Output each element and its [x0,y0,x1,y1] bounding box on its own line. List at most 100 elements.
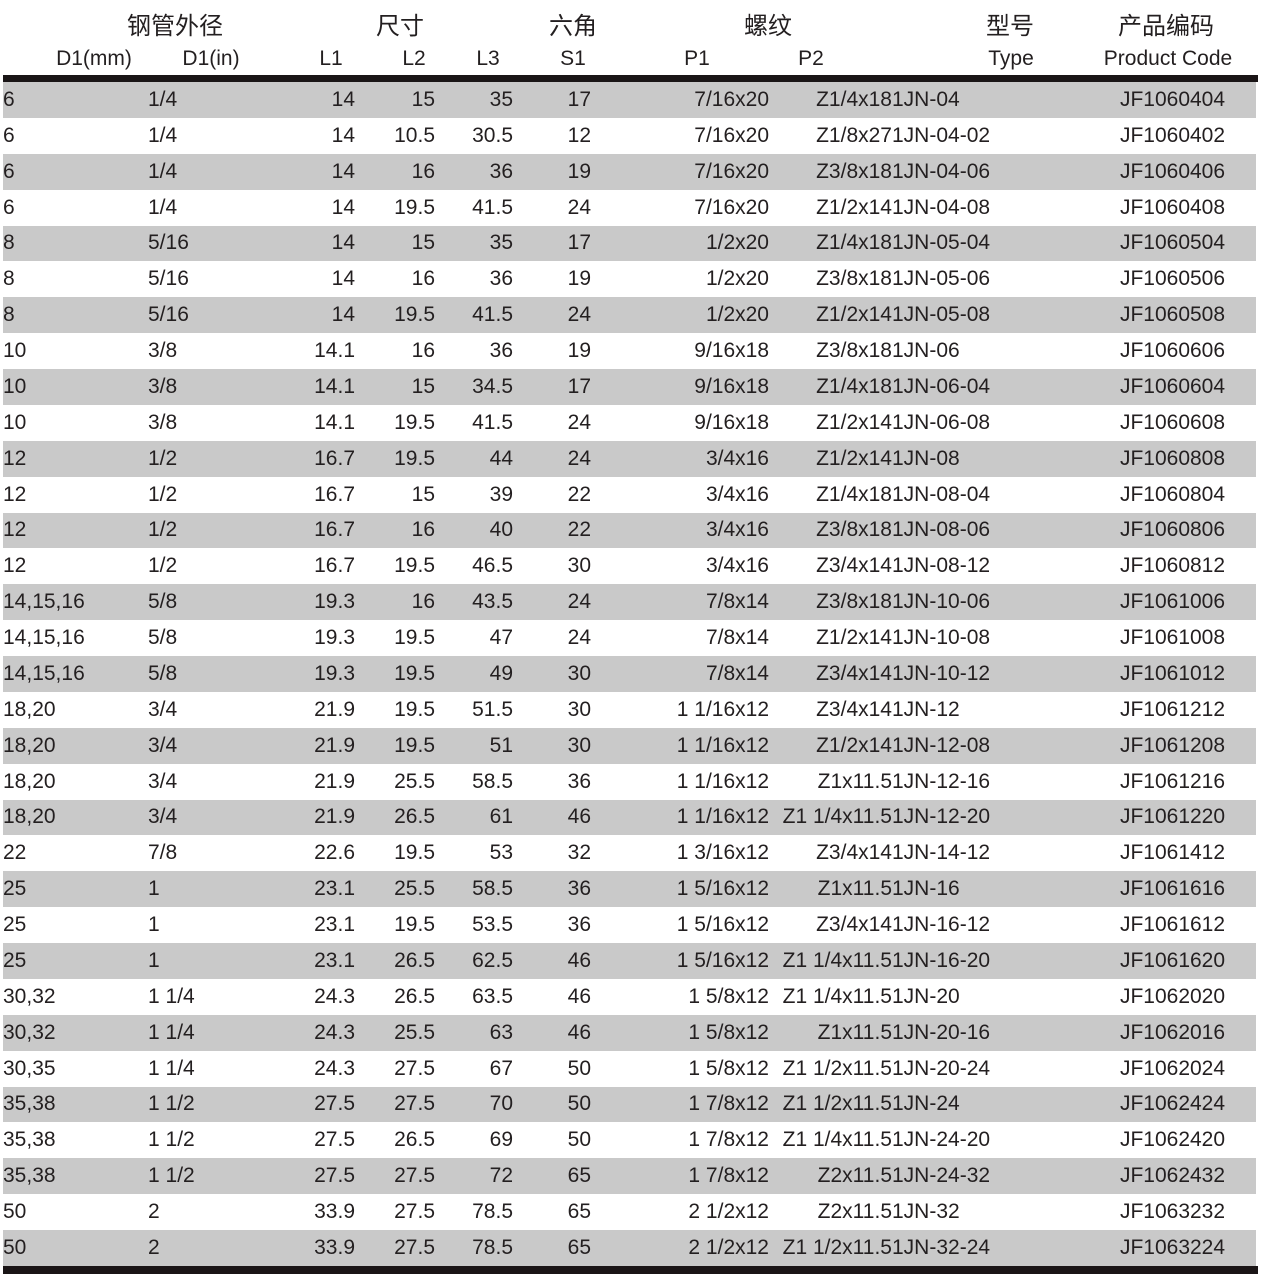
cell-s1: 24 [567,626,591,650]
cell-p1: 7/16x20 [694,123,769,147]
cell-l2: 16 [411,590,435,614]
cell-s1: 24 [567,303,591,327]
cell-product-code: JF1060504 [1119,231,1226,255]
cell-l2: 16 [411,159,435,183]
cell-l3: 62.5 [472,948,513,972]
cell-d1-in: 1 1/4 [148,1020,195,1044]
cell-d1-mm: 30,35 [3,1056,56,1080]
cell-d1-in: 1 1/2 [148,1164,195,1188]
cell-p1: 1 5/8x12 [688,1056,769,1080]
cell-s1: 24 [567,590,591,614]
cell-p1: 1 1/16x12 [676,769,769,793]
cell-l2: 10.5 [394,123,435,147]
cell-type: 1JN-20 [892,984,960,1008]
cell-l3: 36 [489,159,513,183]
table-row: 30,32 1 1/4 24.3 25.5 63 46 1 5/8x12 Z1x11.5 1JN… [3,1014,1256,1051]
cell-d1-mm: 22 [3,841,27,865]
cell-d1-in: 3/4 [148,769,178,793]
cell-p1: 1 7/8x12 [688,1128,769,1152]
table-row: 25 1 23.1 25.5 58.5 36 1 5/16x12 Z1x11.5 1JN-16 J… [3,871,1256,908]
cell-product-code: JF1063224 [1119,1236,1226,1259]
cell-p1: 3/4x16 [705,446,769,470]
cell-l2: 16 [411,339,435,363]
table-row: 50 2 33.9 27.5 78.5 65 2 1/2x12 Z2x11.5 1JN-32 JF… [3,1194,1256,1230]
cell-d1-mm: 12 [3,446,27,470]
cell-product-code: JF1062024 [1119,1056,1226,1080]
cell-p2: Z1 1/2x11.5 [782,1092,892,1116]
cell-type: 1JN-32 [892,1200,960,1224]
cell-l3: 63.5 [472,984,513,1008]
cell-d1-mm: 12 [3,554,27,578]
cell-type: 1JN-24-32 [892,1164,991,1188]
cell-l1: 23.1 [314,948,355,972]
table-row: 35,38 1 1/2 27.5 27.5 70 50 1 7/8x12 Z1 1/2x11.… [3,1086,1256,1123]
table-row: 18,20 3/4 21.9 25.5 58.5 36 1 1/16x12 Z1x11.5 1J… [3,763,1256,800]
cell-d1-in: 2 [148,1200,160,1224]
table-row: 18,20 3/4 21.9 19.5 51.5 30 1 1/16x12 Z3/4x14 1J… [3,691,1256,728]
cell-d1-mm: 25 [3,913,27,937]
cell-type: 1JN-04-06 [892,159,991,183]
sub-header-d1in: D1(in) [182,46,240,70]
cell-s1: 19 [567,339,591,363]
cell-s1: 17 [567,231,591,255]
cell-l2: 19.5 [394,913,435,937]
cell-s1: 32 [567,841,591,865]
cell-p1: 7/16x20 [694,159,769,183]
cell-product-code: JF1063232 [1119,1200,1226,1224]
cell-d1-mm: 30,32 [3,1020,56,1044]
cell-p1: 7/16x20 [694,87,769,111]
table-row: 25 1 23.1 19.5 53.5 36 1 5/16x12 Z3/4x14 1JN-16-… [3,907,1256,943]
cell-d1-in: 1 1/4 [148,1056,195,1080]
cell-l1: 14 [331,195,355,219]
cell-l3: 47 [489,626,513,650]
table-row: 12 1/2 16.7 15 39 22 3/4x16 Z1/4x18 1JN-08-04 JF1… [3,476,1256,513]
cell-p2: Z1/2x14 [816,733,892,757]
cell-s1: 19 [567,159,591,183]
cell-s1: 50 [567,1056,591,1080]
cell-d1-in: 1 [148,948,160,972]
cell-p1: 1/2x20 [705,231,769,255]
cell-p1: 1 3/16x12 [676,841,769,865]
cell-p1: 7/8x14 [705,590,769,614]
cell-l2: 15 [411,87,435,111]
cell-type: 1JN-06-04 [892,374,991,398]
cell-type: 1JN-08-12 [892,554,991,578]
cell-type: 1JN-04-08 [892,195,991,219]
cell-l3: 67 [489,1056,513,1080]
cell-d1-in: 5/16 [148,303,189,327]
cell-d1-mm: 25 [3,877,27,901]
table-row: 14,15,16 5/8 19.3 16 43.5 24 7/8x14 Z3/8x18 1JN-… [3,584,1256,621]
cell-p1: 7/8x14 [705,626,769,650]
cell-type: 1JN-08-04 [892,482,991,506]
cell-d1-in: 1/4 [148,159,178,183]
cell-s1: 46 [567,948,591,972]
cell-l2: 26.5 [394,948,435,972]
cell-l1: 27.5 [314,1128,355,1152]
group-header-hex: 六角 [549,12,597,40]
cell-l2: 27.5 [394,1092,435,1116]
cell-p2: Z1/2x14 [816,195,892,219]
table-row: 10 3/8 14.1 16 36 19 9/16x18 Z3/8x18 1JN-06 JF106… [3,333,1256,369]
cell-product-code: JF1060812 [1119,554,1226,578]
cell-product-code: JF1061012 [1119,661,1226,685]
cell-l3: 41.5 [472,410,513,434]
cell-s1: 12 [567,123,591,147]
cell-p2: Z1/4x18 [816,87,892,111]
cell-l3: 51.5 [472,697,513,721]
cell-s1: 22 [567,482,591,506]
cell-d1-in: 1 1/4 [148,984,195,1008]
cell-p1: 7/16x20 [694,195,769,219]
cell-p1: 2 1/2x12 [688,1236,769,1259]
cell-l3: 63 [489,1020,513,1044]
cell-l1: 16.7 [314,482,355,506]
sub-header-p2: P2 [798,46,824,70]
cell-d1-in: 3/4 [148,805,178,829]
cell-type: 1JN-24-20 [892,1128,991,1152]
cell-p1: 9/16x18 [694,339,769,363]
cell-product-code: JF1061220 [1119,805,1226,829]
cell-l3: 51 [489,733,513,757]
cell-l2: 25.5 [394,1020,435,1044]
cell-p1: 1 5/16x12 [676,948,769,972]
cell-l2: 19.5 [394,446,435,470]
sub-header-p1: P1 [684,46,710,70]
